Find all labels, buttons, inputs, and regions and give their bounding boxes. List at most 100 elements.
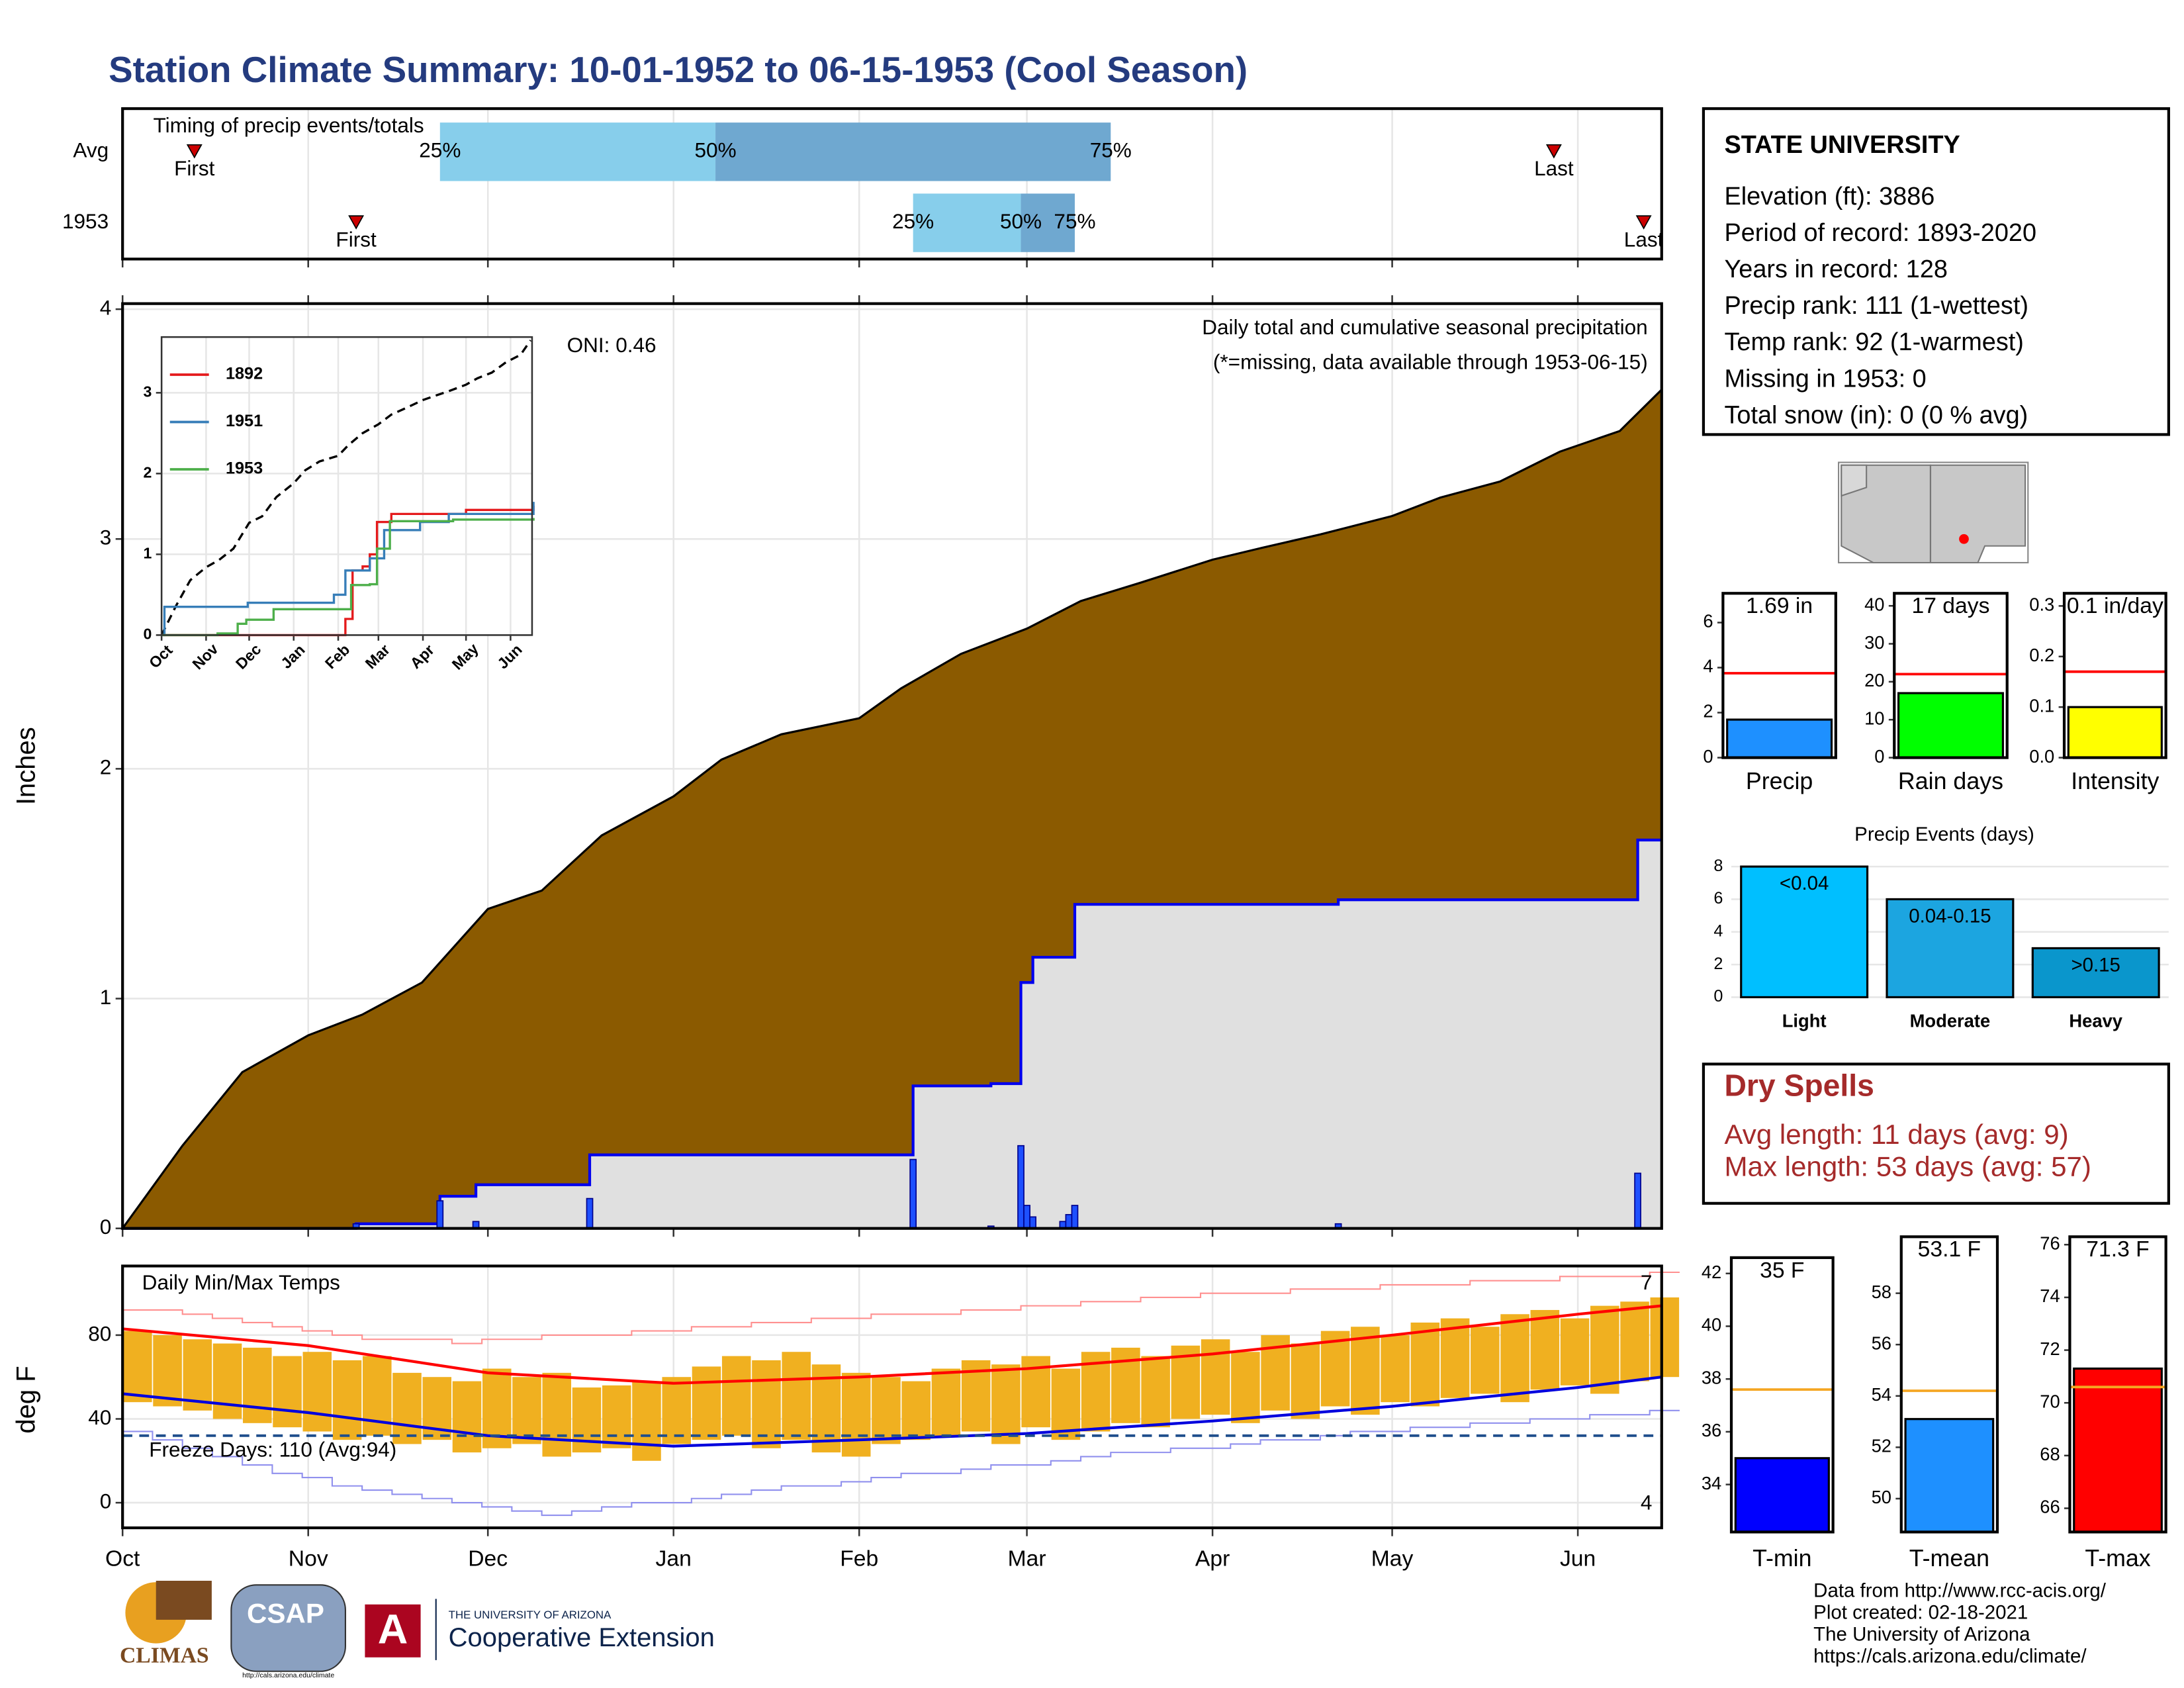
temp-bar [392,1372,422,1444]
daily-bar [909,1158,917,1229]
y-tick-label: 0 [1874,746,1884,767]
temp-bar [752,1360,781,1448]
temp-bar [1320,1331,1350,1407]
y-tick-label: 58 [1872,1282,1891,1302]
temp-bar [302,1352,332,1432]
frame [121,107,1663,261]
ua-large: Cooperative Extension [449,1623,715,1652]
y-tick-label: 2 [144,463,152,481]
value-label: 17 days [1912,594,1990,618]
category-label: Precip [1746,768,1813,794]
temp-bar [1440,1318,1470,1398]
frame [2062,592,2167,759]
temp-bar [872,1377,901,1444]
quartile-label: 25% [419,138,461,162]
x-tick-label: Jun [1560,1546,1596,1571]
temp-bar [1291,1343,1320,1419]
record-count: 4 [1641,1491,1653,1515]
y-tick-label: 0.3 [2029,594,2054,615]
value-label: 1.69 in [1746,594,1813,618]
y-tick-label: 2 [100,755,112,779]
average-line [160,340,532,636]
y-tick-label: 40 [1864,594,1884,614]
temp-bar [632,1381,661,1461]
temp-bar [1051,1368,1081,1440]
temp-bar [542,1372,572,1457]
bar [2031,947,2160,999]
map-state [1841,464,1868,497]
y-tick-label: 3 [100,526,112,549]
event-label: First [174,156,215,180]
quartile-label: 75% [1090,138,1132,162]
dry-spells-box [1702,1062,2170,1205]
temp-bar [841,1372,871,1457]
station-dot [1959,534,1969,544]
ua-letter: A [378,1607,408,1653]
series-line [161,518,535,637]
quartile-bar [1021,193,1075,252]
observed-fill [122,840,1662,1229]
y-tick-label: 1 [100,985,112,1009]
y-tick-label: 36 [1702,1420,1721,1440]
temp-bar [1381,1335,1410,1403]
footer-line: Data from http://www.rcc-acis.org/ [1813,1580,2107,1602]
legend-label: 1951 [226,412,263,430]
temp-bar [1500,1314,1529,1403]
x-tick-label: Mar [1008,1546,1046,1571]
quartile-label: 50% [694,138,736,162]
frame [121,302,1663,1230]
y-tick-label: 38 [1702,1367,1721,1387]
temp-bar [1351,1327,1380,1415]
x-tick-label: Light [1782,1011,1827,1031]
event-label: First [336,227,377,251]
station-line: Missing in 1953: 0 [1724,365,1926,393]
ua-small: THE UNIVERSITY OF ARIZONA [449,1609,612,1621]
quartile-bar [439,122,716,181]
station-line: Precip rank: 111 (1-wettest) [1724,292,2028,320]
daily-bar [1029,1216,1037,1229]
event-marker [1635,215,1652,230]
bar [1886,898,2015,999]
y-tick-label: 30 [1864,632,1884,653]
bar-label: 0.04-0.15 [1909,906,1991,927]
y-tick-label: 68 [2040,1444,2060,1464]
dry-spells-line: Max length: 53 days (avg: 57) [1724,1150,2091,1182]
x-tick-label: Jan [656,1546,692,1571]
y-tick-label: 3 [144,383,152,400]
record-low [122,1409,1680,1517]
y-axis-label: Inches [12,727,41,805]
y-tick-label: 0 [1703,746,1713,767]
bar [2073,1367,2163,1533]
quartile-bar [715,122,1111,181]
panel-note: (*=missing, data available through 1953-… [1213,350,1648,373]
legend-label: 1953 [226,459,263,478]
temp-bar [273,1356,302,1428]
row-label: Avg [73,138,109,162]
event-label: Last [1534,156,1574,180]
event-marker [186,144,203,159]
y-tick-label: 0 [100,1489,112,1513]
y-tick-label: 0.2 [2029,645,2054,665]
temp-bar [212,1343,242,1419]
station-name: STATE UNIVERSITY [1724,131,1960,159]
y-tick-label: 0 [144,626,152,643]
temp-bar [332,1360,362,1440]
y-tick-label: 74 [2040,1286,2060,1306]
panel-title: Daily total and cumulative seasonal prec… [1202,315,1647,339]
x-tick-label: Heavy [2069,1011,2122,1031]
y-tick-label: 0 [100,1215,112,1239]
panel-title: Daily Min/Max Temps [142,1270,340,1294]
map-state [1841,464,1932,564]
x-tick-label: Apr [1195,1546,1230,1571]
bar [1734,1457,1830,1533]
temp-bar [452,1381,482,1453]
legend-label: 1892 [226,365,263,383]
temp-bar [1410,1322,1440,1407]
climas-text: CLIMAS [120,1643,209,1667]
y-tick-label: 66 [2040,1497,2060,1517]
y-tick-label: 56 [1872,1333,1891,1353]
y-tick-label: 6 [1703,611,1713,632]
y-tick-label: 0 [1713,987,1723,1006]
station-line: Elevation (ft): 3886 [1724,183,1934,211]
category-label: T-mean [1909,1545,1989,1571]
